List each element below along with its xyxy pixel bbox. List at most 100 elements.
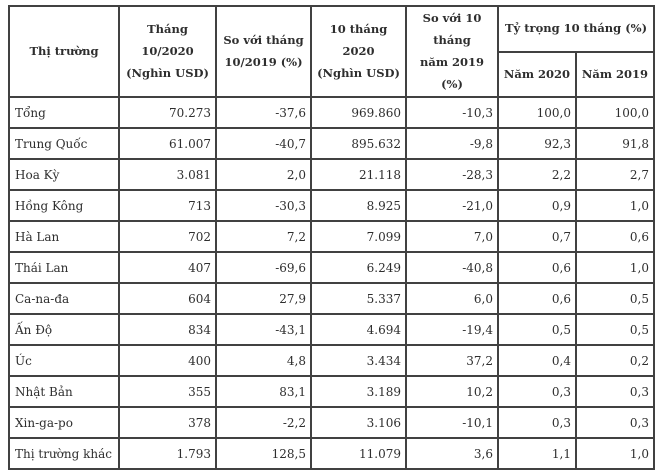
value-cell: 7,2 [215,220,312,254]
table-row: Hoa Kỳ 3.081 2,0 21.118 -28,3 2,2 2,7 [8,158,656,192]
value-cell: -2,2 [215,406,312,440]
header-market: Thị trường [8,4,120,99]
value-cell: 91,8 [574,127,656,161]
market-name-cell: Ấn Độ [8,313,120,347]
value-cell: 0,9 [497,189,577,223]
market-name-cell: Úc [8,344,120,378]
value-cell: 2,2 [497,158,577,192]
value-cell: 4,8 [215,344,312,378]
value-cell: 92,3 [497,127,577,161]
value-cell: 0,5 [497,313,577,347]
value-cell: 3.081 [118,158,217,192]
value-cell: 6,0 [405,282,499,316]
value-cell: -9,8 [405,127,499,161]
value-cell: 0,5 [574,282,656,316]
value-cell: 407 [118,251,217,285]
value-cell: -69,6 [215,251,312,285]
value-cell: 7,0 [405,220,499,254]
market-name-cell: Hồng Kông [8,189,120,223]
value-cell: 0,3 [497,375,577,409]
value-cell: -10,1 [405,406,499,440]
value-cell: 3.189 [310,375,407,409]
table-row: Ca-na-đa 604 27,9 5.337 6,0 0,6 0,5 [8,282,656,316]
value-cell: 10,2 [405,375,499,409]
market-name-cell: Thái Lan [8,251,120,285]
value-cell: 3.434 [310,344,407,378]
value-cell: 0,3 [497,406,577,440]
value-cell: 713 [118,189,217,223]
table-row: Trung Quốc 61.007 -40,7 895.632 -9,8 92,3 91,8 [8,127,656,161]
table-row: Tổng 70.273 -37,6 969.860 -10,3 100,0 100,0 [8,96,656,130]
value-cell: 3,6 [405,437,499,470]
value-cell: 4.694 [310,313,407,347]
value-cell: 1,0 [574,437,656,470]
value-cell: 355 [118,375,217,409]
value-cell: 0,2 [574,344,656,378]
value-cell: -28,3 [405,158,499,192]
value-cell: -40,8 [405,251,499,285]
value-cell: 8.925 [310,189,407,223]
market-name-cell: Ca-na-đa [8,282,120,316]
table-body: Tổng 70.273 -37,6 969.860 -10,3 100,0 100,0 Tru… [8,96,656,470]
value-cell: 702 [118,220,217,254]
table-header: Thị trường Tháng 10/2020 (Nghìn USD) So … [8,4,656,99]
market-name-cell: Tổng [8,96,120,130]
table-row: Hồng Kông 713 -30,3 8.925 -21,0 0,9 1,0 [8,189,656,223]
header-ytd-change: So với 10 tháng năm 2019 (%) [405,4,499,99]
market-name-cell: Hà Lan [8,220,120,254]
table-row: Nhật Bản 355 83,1 3.189 10,2 0,3 0,3 [8,375,656,409]
value-cell: 3.106 [310,406,407,440]
value-cell: -30,3 [215,189,312,223]
market-name-cell: Hoa Kỳ [8,158,120,192]
market-name-cell: Trung Quốc [8,127,120,161]
value-cell: 604 [118,282,217,316]
value-cell: 11.079 [310,437,407,470]
value-cell: 83,1 [215,375,312,409]
market-name-cell: Xin-ga-po [8,406,120,440]
value-cell: 1,0 [574,189,656,223]
value-cell: 1.793 [118,437,217,470]
value-cell: 2,7 [574,158,656,192]
value-cell: 21.118 [310,158,407,192]
value-cell: 1,0 [574,251,656,285]
value-cell: 61.007 [118,127,217,161]
value-cell: -10,3 [405,96,499,130]
value-cell: 2,0 [215,158,312,192]
value-cell: 400 [118,344,217,378]
value-cell: 1,1 [497,437,577,470]
value-cell: 834 [118,313,217,347]
value-cell: 0,6 [497,282,577,316]
value-cell: 0,5 [574,313,656,347]
value-cell: 0,6 [574,220,656,254]
market-name-cell: Nhật Bản [8,375,120,409]
value-cell: -21,0 [405,189,499,223]
table-row: Hà Lan 702 7,2 7.099 7,0 0,7 0,6 [8,220,656,254]
header-month-change: So với tháng 10/2019 (%) [215,4,312,99]
market-name-cell: Thị trường khác [8,437,120,470]
header-ytd-value: 10 tháng 2020 (Nghìn USD) [310,4,407,99]
value-cell: 128,5 [215,437,312,470]
value-cell: 37,2 [405,344,499,378]
value-cell: 969.860 [310,96,407,130]
header-share-2020: Năm 2020 [497,50,577,99]
table-row: Xin-ga-po 378 -2,2 3.106 -10,1 0,3 0,3 [8,406,656,440]
value-cell: -37,6 [215,96,312,130]
value-cell: 0,4 [497,344,577,378]
value-cell: 100,0 [497,96,577,130]
header-share-2019: Năm 2019 [574,50,656,99]
value-cell: -19,4 [405,313,499,347]
value-cell: 7.099 [310,220,407,254]
table-row: Ấn Độ 834 -43,1 4.694 -19,4 0,5 0,5 [8,313,656,347]
value-cell: 100,0 [574,96,656,130]
header-month-value: Tháng 10/2020 (Nghìn USD) [118,4,217,99]
value-cell: 378 [118,406,217,440]
table-row: Úc 400 4,8 3.434 37,2 0,4 0,2 [8,344,656,378]
value-cell: 0,7 [497,220,577,254]
value-cell: 0,3 [574,406,656,440]
header-share-group: Tỷ trọng 10 tháng (%) [496,5,656,53]
value-cell: 895.632 [310,127,407,161]
trade-statistics-table: Thị trường Tháng 10/2020 (Nghìn USD) So … [8,4,656,470]
value-cell: 27,9 [215,282,312,316]
table-row: Thái Lan 407 -69,6 6.249 -40,8 0,6 1,0 [8,251,656,285]
table-row: Thị trường khác 1.793 128,5 11.079 3,6 1,1 1,0 [8,437,656,470]
